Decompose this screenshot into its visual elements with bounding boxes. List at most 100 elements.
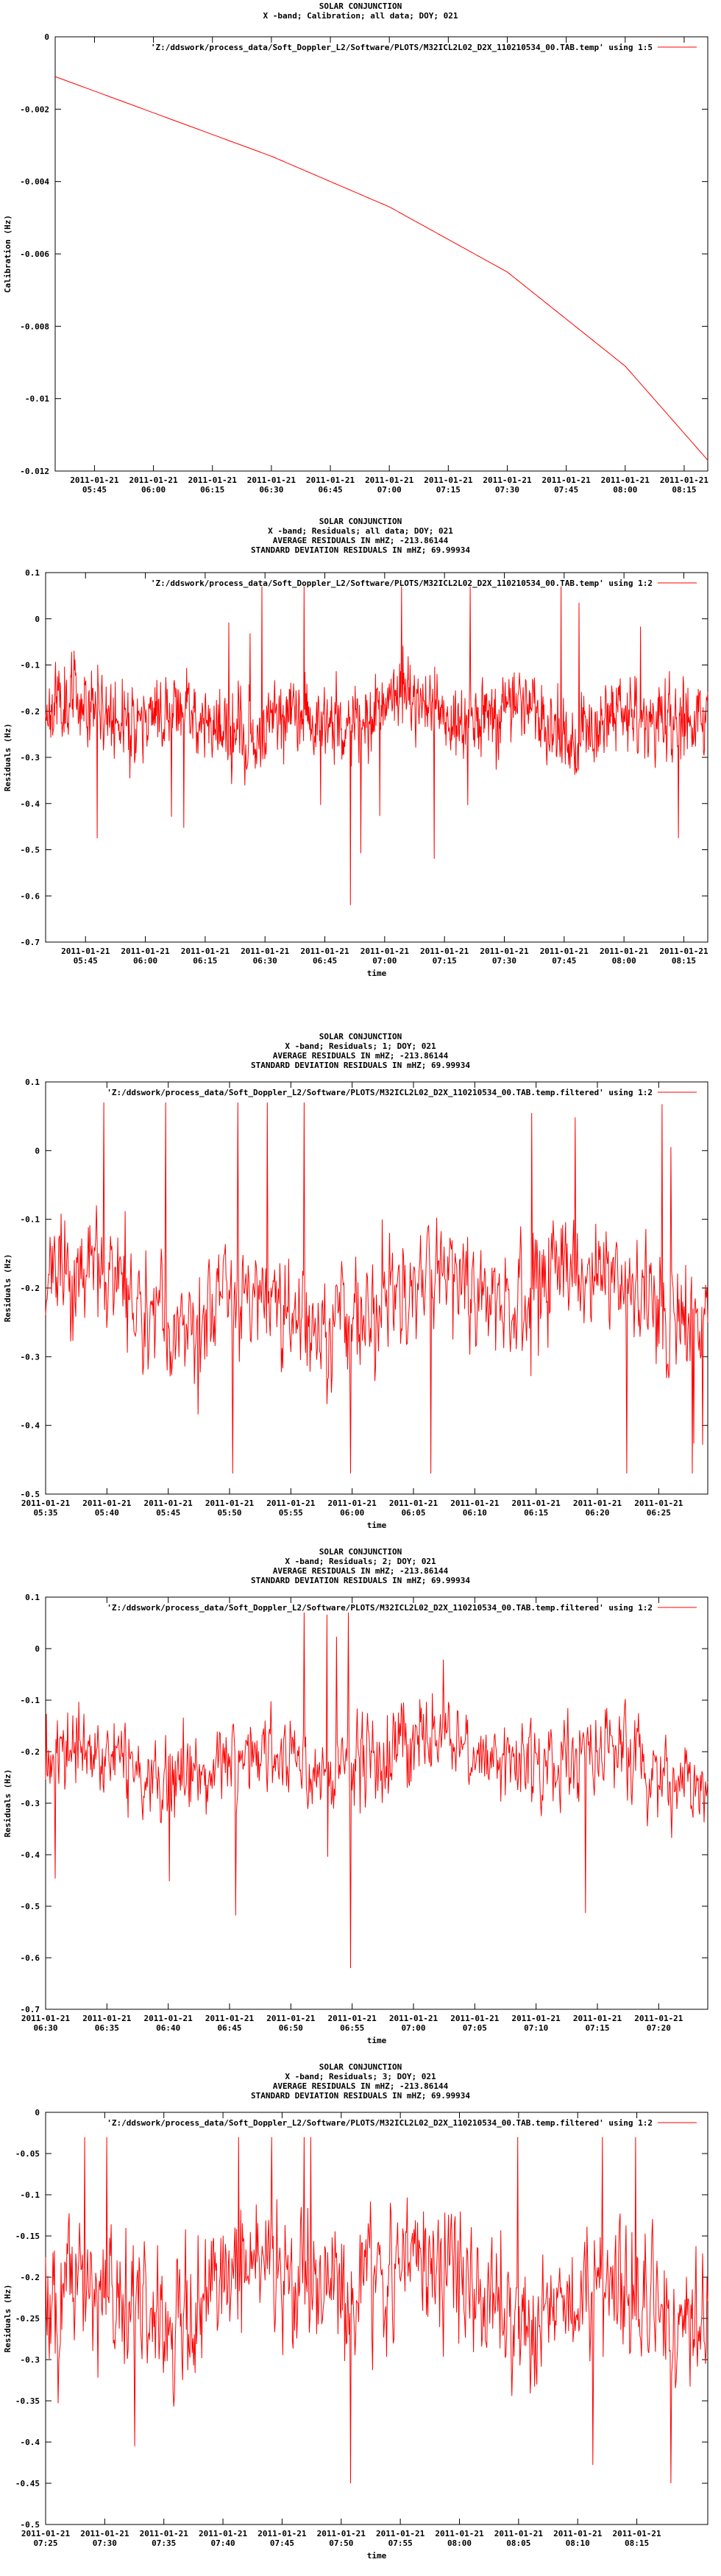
y-tick-label: -0.1 bbox=[21, 1696, 40, 1705]
y-axis-label: Residuals (Hz) bbox=[3, 723, 13, 792]
y-tick-label: -0.6 bbox=[21, 891, 40, 901]
chart-subtitle: STANDARD DEVIATION RESIDUALS IN mHZ; 69.… bbox=[251, 1576, 470, 1585]
y-axis-label: Residuals (Hz) bbox=[3, 2285, 13, 2353]
series-line bbox=[46, 2137, 708, 2483]
y-tick-label: -0.3 bbox=[21, 753, 40, 762]
x-tick-label: 2011-01-21 bbox=[540, 946, 589, 956]
y-tick-label: -0.3 bbox=[21, 1352, 40, 1362]
x-tick-label: 07:25 bbox=[33, 2538, 57, 2548]
chart-title: SOLAR CONJUNCTION bbox=[319, 1, 402, 11]
x-tick-label: 08:15 bbox=[625, 2538, 649, 2548]
x-tick-label: 07:45 bbox=[270, 2538, 294, 2548]
chart-subtitle: AVERAGE RESIDUALS IN mHZ; -213.86144 bbox=[273, 1566, 449, 1576]
x-tick-label: 2011-01-21 bbox=[512, 2014, 561, 2023]
y-tick-label: -0.5 bbox=[21, 846, 40, 855]
x-tick-label: 07:35 bbox=[152, 2538, 176, 2548]
y-tick-label: -0.2 bbox=[21, 1747, 40, 1757]
x-tick-label: 2011-01-21 bbox=[241, 946, 290, 956]
y-tick-label: -0.3 bbox=[21, 2355, 40, 2365]
chart-title: SOLAR CONJUNCTION bbox=[319, 2062, 402, 2072]
y-tick-label: -0.4 bbox=[21, 1850, 40, 1860]
x-tick-label: 2011-01-21 bbox=[553, 2529, 603, 2538]
x-tick-label: 08:15 bbox=[672, 485, 696, 495]
x-tick-label: 2011-01-21 bbox=[376, 2529, 425, 2538]
plot-frame bbox=[46, 573, 708, 942]
x-tick-label: 2011-01-21 bbox=[450, 1498, 500, 1508]
y-tick-label: -0.4 bbox=[21, 2438, 40, 2447]
x-tick-label: 2011-01-21 bbox=[205, 2014, 255, 2023]
y-tick-label: 0.1 bbox=[25, 1593, 40, 1602]
legend-label: 'Z:/ddswork/process_data/Soft_Doppler_L2… bbox=[107, 1603, 653, 1613]
x-tick-label: 07:40 bbox=[211, 2538, 235, 2548]
plot-frame bbox=[46, 2112, 708, 2524]
x-tick-label: 2011-01-21 bbox=[80, 2529, 129, 2538]
x-tick-label: 2011-01-21 bbox=[328, 1498, 377, 1508]
x-tick-label: 07:10 bbox=[524, 2023, 548, 2033]
x-tick-label: 2011-01-21 bbox=[144, 1498, 193, 1508]
chart-subtitle: STANDARD DEVIATION RESIDUALS IN mHZ; 69.… bbox=[251, 545, 470, 555]
x-tick-label: 2011-01-21 bbox=[140, 2529, 189, 2538]
y-tick-label: -0.004 bbox=[20, 177, 49, 187]
x-tick-label: 07:15 bbox=[433, 956, 457, 966]
x-tick-label: 2011-01-21 bbox=[512, 1498, 561, 1508]
x-tick-label: 2011-01-21 bbox=[258, 2529, 307, 2538]
chart-subtitle: STANDARD DEVIATION RESIDUALS IN mHZ; 69.… bbox=[251, 1061, 470, 1070]
x-tick-label: 06:05 bbox=[401, 1508, 425, 1518]
y-tick-label: -0.1 bbox=[21, 2190, 40, 2200]
x-tick-label: 2011-01-21 bbox=[424, 475, 473, 485]
x-tick-label: 2011-01-21 bbox=[300, 946, 349, 956]
x-tick-label: 2011-01-21 bbox=[450, 2014, 500, 2023]
x-tick-label: 05:45 bbox=[74, 956, 98, 966]
x-tick-label: 07:55 bbox=[388, 2538, 413, 2548]
x-tick-label: 2011-01-21 bbox=[306, 475, 355, 485]
x-tick-label: 2011-01-21 bbox=[61, 946, 110, 956]
x-tick-label: 06:10 bbox=[463, 1508, 487, 1518]
series-line bbox=[55, 77, 708, 460]
chart-subtitle: AVERAGE RESIDUALS IN mHZ; -213.86144 bbox=[273, 536, 449, 545]
x-tick-label: 06:25 bbox=[647, 1508, 671, 1518]
x-tick-label: 08:00 bbox=[612, 956, 636, 966]
chart-title: SOLAR CONJUNCTION bbox=[319, 517, 402, 526]
x-tick-label: 2011-01-21 bbox=[542, 475, 592, 485]
legend-label: 'Z:/ddswork/process_data/Soft_Doppler_L2… bbox=[151, 43, 653, 52]
plot-frame bbox=[46, 1597, 708, 2009]
x-tick-label: 08:15 bbox=[672, 956, 696, 966]
x-tick-label: 06:20 bbox=[585, 1508, 609, 1518]
x-tick-label: 2011-01-21 bbox=[660, 475, 709, 485]
x-tick-label: 2011-01-21 bbox=[21, 2529, 71, 2538]
x-tick-label: 2011-01-21 bbox=[573, 1498, 622, 1508]
x-tick-label: 2011-01-21 bbox=[247, 475, 296, 485]
y-tick-label: -0.2 bbox=[21, 707, 40, 716]
x-tick-label: 2011-01-21 bbox=[420, 946, 469, 956]
x-tick-label: 2011-01-21 bbox=[121, 946, 170, 956]
y-axis-label: Calibration (Hz) bbox=[3, 215, 13, 293]
x-tick-label: 06:15 bbox=[524, 1508, 548, 1518]
series-line bbox=[46, 1103, 708, 1473]
y-tick-label: -0.2 bbox=[21, 2273, 40, 2282]
x-tick-label: 06:35 bbox=[95, 2023, 119, 2033]
x-tick-label: 2011-01-21 bbox=[634, 2014, 683, 2023]
y-tick-label: 0 bbox=[35, 2108, 40, 2117]
x-tick-label: 2011-01-21 bbox=[601, 475, 650, 485]
chart-subtitle: X -band; Residuals; 2; DOY; 021 bbox=[285, 1557, 436, 1566]
chart-subtitle: STANDARD DEVIATION RESIDUALS IN mHZ; 69.… bbox=[251, 2091, 470, 2101]
x-tick-label: 05:45 bbox=[156, 1508, 180, 1518]
x-tick-label: 2011-01-21 bbox=[328, 2014, 377, 2023]
legend-label: 'Z:/ddswork/process_data/Soft_Doppler_L2… bbox=[107, 1088, 653, 1097]
x-tick-label: 07:05 bbox=[463, 2023, 487, 2033]
x-tick-label: 2011-01-21 bbox=[266, 2014, 316, 2023]
x-tick-label: 2011-01-21 bbox=[435, 2529, 484, 2538]
x-tick-label: 2011-01-21 bbox=[634, 1498, 683, 1508]
x-tick-label: 07:00 bbox=[377, 485, 402, 495]
x-tick-label: 07:30 bbox=[492, 956, 516, 966]
x-tick-label: 2011-01-21 bbox=[612, 2529, 661, 2538]
y-tick-label: -0.3 bbox=[21, 1799, 40, 1808]
x-tick-label: 06:00 bbox=[141, 485, 166, 495]
x-tick-label: 06:45 bbox=[217, 2023, 241, 2033]
x-tick-label: 06:45 bbox=[313, 956, 337, 966]
x-tick-label: 2011-01-21 bbox=[266, 1498, 316, 1508]
x-tick-label: 2011-01-21 bbox=[82, 2014, 132, 2023]
x-tick-label: 06:30 bbox=[253, 956, 277, 966]
